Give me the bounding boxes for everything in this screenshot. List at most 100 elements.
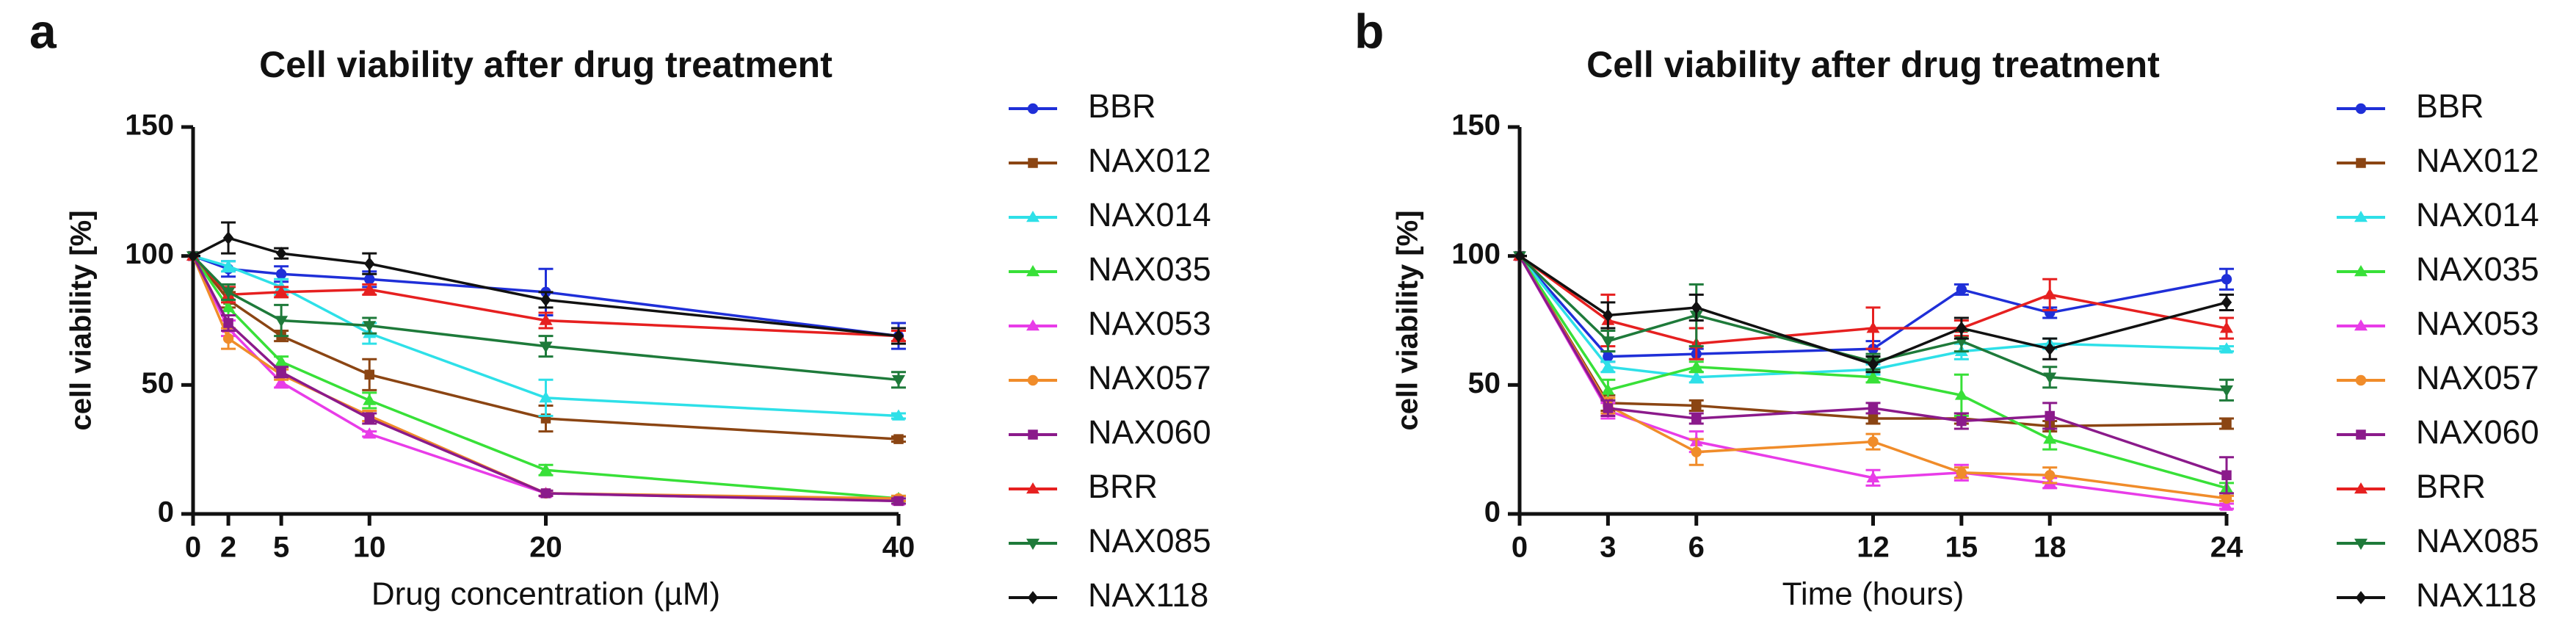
legend-label: BBR [2416,87,2484,125]
data-point [222,259,236,272]
legend-label: NAX085 [2416,522,2539,559]
data-point [222,287,236,299]
data-point [2220,322,2233,333]
data-point [1691,300,1702,314]
legend-marker [2354,265,2368,277]
data-point [539,391,553,403]
data-point [2221,493,2232,504]
data-point [893,329,904,343]
series-line [192,255,899,382]
data-point [275,355,289,367]
legend-label: NAX118 [1088,576,1208,614]
x-tick-label: 5 [273,532,289,564]
data-point [1868,436,1879,447]
data-point [1691,446,1702,457]
data-point [1514,249,1525,263]
data-point [1601,336,1615,348]
legend-marker [1027,103,1039,115]
data-point [275,285,289,297]
x-tick-label: 15 [1945,532,1978,564]
legend-label: NAX060 [2416,413,2539,451]
x-tick-label: 6 [1688,532,1705,564]
panel-label: a [29,4,57,58]
data-point [2221,295,2232,309]
series-line [192,255,899,503]
data-point [363,394,377,405]
legend-marker [2354,319,2368,331]
data-point [223,318,233,328]
data-point [1603,351,1614,362]
data-point [1866,471,1880,483]
data-point [893,434,904,444]
legend-marker [1026,538,1040,550]
chart-title: Cell viability after drug treatment [1586,44,2160,85]
legend-label: NAX057 [2416,359,2539,396]
data-point [1691,400,1702,411]
y-tick-label: 50 [142,367,175,399]
data-point [540,488,551,499]
data-point [1868,413,1879,424]
legend-marker [1026,265,1040,277]
data-point [2221,470,2232,481]
legend-marker [2355,591,2367,604]
legend-label: NAX014 [1088,196,1211,233]
data-point [1954,388,1968,400]
data-point [1956,416,1967,427]
data-point [2045,470,2056,481]
y-tick-label: 150 [125,109,174,142]
x-tick-label: 24 [2210,532,2243,564]
legend-marker [2355,374,2367,386]
panel-label: b [1354,4,1384,58]
legend-label: NAX118 [2416,576,2536,614]
legend-marker [1028,158,1038,168]
x-tick-label: 40 [882,532,915,564]
legend-marker [1027,374,1039,386]
y-axis-label: cell viability [%] [1392,210,1424,430]
data-point [892,375,905,387]
data-point [222,300,236,313]
data-point [2045,410,2055,421]
y-tick-label: 0 [1484,496,1501,529]
x-tick-label: 12 [1857,532,1890,564]
data-point [2221,274,2232,285]
data-point [1868,358,1879,371]
y-tick-label: 100 [125,238,174,270]
data-point [1956,467,1967,478]
legend-label: BBR [1088,87,1156,125]
legend-label: NAX012 [1088,142,1211,179]
x-tick-label: 2 [220,532,236,564]
legend-marker [2354,538,2368,550]
x-tick-label: 0 [185,532,201,564]
data-point [2221,418,2232,429]
data-point [275,316,289,327]
x-tick-label: 18 [2033,532,2067,564]
legend-label: NAX060 [1088,413,1211,451]
data-point [275,269,287,280]
y-tick-label: 150 [1451,109,1501,142]
legend-marker [1026,211,1040,222]
data-point [893,496,904,507]
legend-label: NAX035 [1088,250,1211,288]
legend-marker [1026,482,1040,494]
data-point [275,375,289,388]
data-point [2043,372,2057,384]
data-point [363,321,377,333]
series-line [192,254,899,418]
data-point [187,249,199,263]
data-point [363,283,377,294]
data-point [1601,383,1615,395]
legend-label: BRR [1088,468,1158,505]
data-point [1603,308,1614,322]
data-point [540,293,551,307]
legend-marker [2356,158,2366,168]
data-point [364,274,375,285]
legend-label: BRR [2416,468,2486,505]
data-point [2045,342,2056,356]
y-tick-label: 50 [1468,367,1501,399]
legend-marker [1027,591,1039,604]
legend-marker [1028,429,1038,440]
legend-marker [2355,103,2367,115]
legend-label: NAX053 [1088,305,1211,342]
